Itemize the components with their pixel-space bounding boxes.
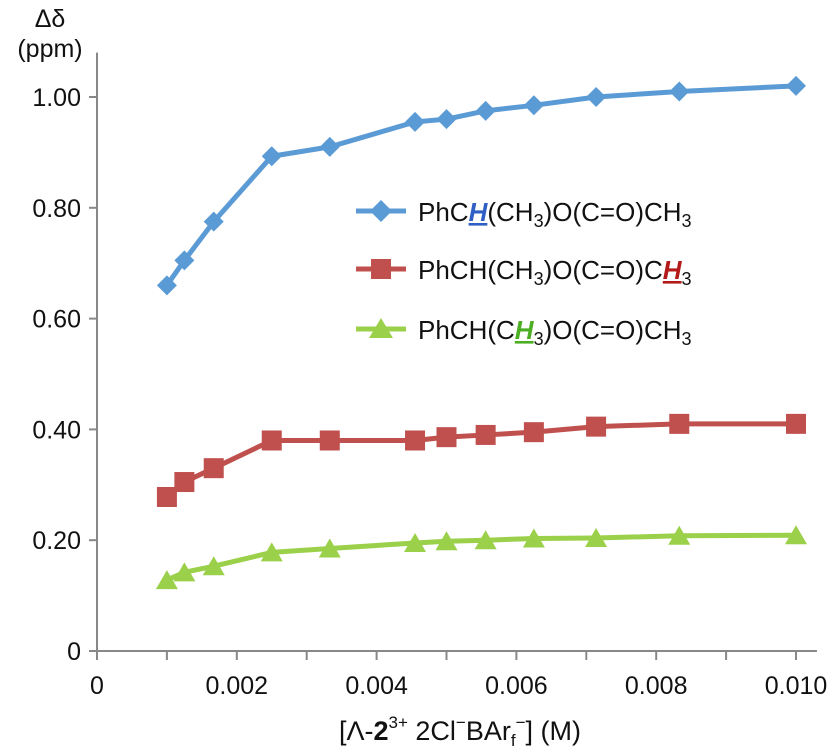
data-point-square <box>319 430 340 451</box>
data-point-diamond <box>174 250 195 271</box>
x-tick-label: 0.004 <box>345 672 408 700</box>
x-tick-label: 0.002 <box>206 672 269 700</box>
series-2 <box>156 413 806 507</box>
data-point-triangle <box>155 570 178 590</box>
legend-label-series-1: PhCH(CH3)O(C=O)CH3 <box>418 197 692 231</box>
x-tick-label: 0.010 <box>765 672 827 700</box>
data-point-triangle <box>318 538 341 558</box>
y-tick-label: 1.00 <box>32 84 81 112</box>
data-point-diamond <box>261 146 282 167</box>
data-point-square <box>523 422 544 443</box>
y-axis-label-line2: (ppm) <box>17 35 82 63</box>
legend: PhCH(CH3)O(C=O)CH3 PhCH(CH3)O(C=O)CH3 Ph… <box>356 197 692 349</box>
data-point-diamond <box>475 100 496 121</box>
legend-label-series-2: PhCH(CH3)O(C=O)CH3 <box>418 255 692 289</box>
data-point-diamond <box>319 136 340 157</box>
y-tick-label: 0.40 <box>32 416 81 444</box>
data-point-square <box>586 416 607 437</box>
y-tick-label: 0.60 <box>32 306 81 334</box>
series-1 <box>156 75 806 296</box>
data-point-triangle <box>785 525 807 545</box>
data-point-diamond <box>203 211 224 232</box>
data-point-diamond <box>523 95 544 116</box>
axes: 0 0.20 0.40 0.60 0.80 1.00 0 0.002 0.004 0.006 0.0… <box>32 52 827 700</box>
data-point-square <box>436 427 457 448</box>
data-point-square <box>405 430 426 451</box>
data-point-triangle <box>202 556 225 576</box>
y-axis-label-line1: Δδ <box>35 5 66 33</box>
x-tick-label: 0.006 <box>485 672 548 700</box>
data-point-diamond <box>586 87 607 107</box>
data-point-diamond <box>436 109 457 130</box>
data-point-diamond <box>156 275 177 296</box>
x-tick-label: 0.008 <box>625 672 688 700</box>
data-point-diamond <box>669 81 690 102</box>
data-point-diamond <box>405 111 426 132</box>
data-point-square <box>174 472 195 493</box>
data-point-triangle <box>260 542 283 562</box>
data-point-square <box>669 413 690 434</box>
y-tick-label: 0.20 <box>32 527 81 555</box>
legend-entry-series-1: PhCH(CH3)O(C=O)CH3 <box>356 197 692 231</box>
legend-entry-series-2: PhCH(CH3)O(C=O)CH3 <box>356 255 692 289</box>
y-tick-label: 0.80 <box>32 195 81 223</box>
data-point-triangle <box>173 562 196 582</box>
legend-marker-diamond <box>370 200 392 222</box>
legend-label-series-3: PhCH(CH3)O(C=O)CH3 <box>418 315 692 349</box>
series-3 <box>155 525 807 590</box>
x-tick-label: 0 <box>90 672 104 700</box>
data-point-square <box>203 458 224 479</box>
data-point-triangle <box>435 531 458 551</box>
legend-entry-series-3: PhCH(CH3)O(C=O)CH3 <box>356 315 692 349</box>
data-point-triangle <box>404 532 427 552</box>
legend-marker-triangle <box>369 318 393 338</box>
y-tick-label: 0 <box>67 638 81 666</box>
series-layer <box>155 75 807 590</box>
data-point-triangle <box>668 525 691 545</box>
series-1-line <box>164 83 797 287</box>
data-point-triangle <box>474 530 497 550</box>
data-point-square <box>261 430 282 451</box>
x-axis-label: [Λ-23+ 2Cl−BArf−] (M) <box>339 713 581 750</box>
data-point-square <box>475 424 496 445</box>
data-point-square <box>786 413 806 434</box>
data-point-triangle <box>522 528 545 548</box>
data-point-diamond <box>786 75 806 96</box>
data-point-square <box>156 486 177 507</box>
data-point-triangle <box>585 527 608 547</box>
legend-marker-square <box>371 259 391 279</box>
